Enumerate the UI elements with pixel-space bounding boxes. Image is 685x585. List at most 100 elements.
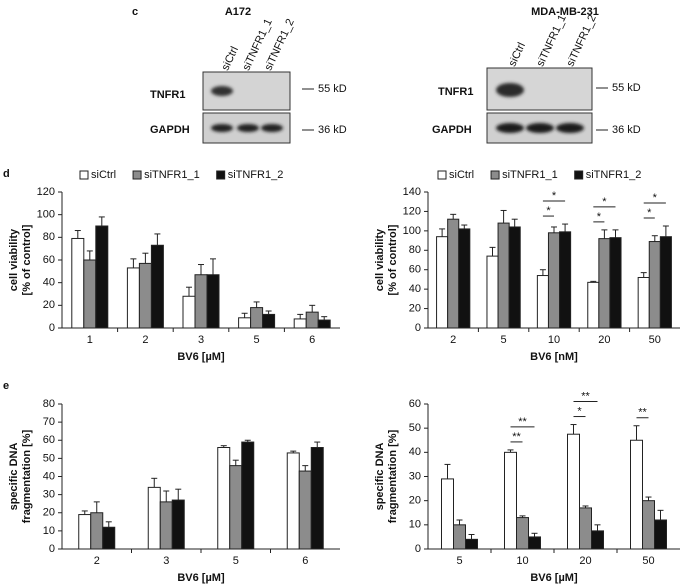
- panel-letter: d: [3, 168, 10, 180]
- size-label: 55 kD: [612, 82, 641, 94]
- row-label: TNFR1: [438, 86, 473, 98]
- significance-label: *: [647, 207, 652, 219]
- bar: [516, 517, 529, 550]
- y-tick-label: 140: [403, 186, 421, 198]
- legend-label: siCtrl: [449, 169, 474, 181]
- bar: [486, 255, 499, 329]
- x-tick-label: 5: [501, 334, 507, 346]
- bar: [182, 295, 196, 329]
- bar: [447, 218, 460, 329]
- bar: [171, 499, 185, 550]
- x-tick-label: 20: [598, 334, 610, 346]
- y-tick-label: 80: [43, 398, 55, 410]
- y-tick-label: 0: [415, 322, 421, 334]
- band: [237, 124, 259, 132]
- significance-label: **: [581, 390, 590, 402]
- bar: [609, 237, 622, 329]
- band: [211, 124, 233, 132]
- x-tick-label: 1: [87, 334, 93, 346]
- x-tick-label: 5: [233, 555, 239, 567]
- row-label: TNFR1: [150, 89, 185, 101]
- lane-label: siCtrl: [219, 45, 240, 73]
- band: [211, 86, 233, 96]
- y-axis-label: fragmentation [%]: [21, 429, 33, 523]
- x-tick-label: 50: [649, 334, 661, 346]
- y-tick-label: 60: [409, 264, 421, 276]
- bar: [508, 226, 521, 329]
- significance-label: **: [512, 431, 521, 443]
- y-tick-label: 0: [415, 543, 421, 555]
- y-axis-label: cell viability: [374, 228, 386, 291]
- band: [261, 124, 283, 132]
- y-tick-label: 60: [409, 398, 421, 410]
- legend-label: siTNFR1_1: [144, 169, 200, 181]
- lane-label: siTNFR1_1: [534, 13, 568, 68]
- y-tick-label: 100: [403, 225, 421, 237]
- bar: [458, 228, 471, 329]
- y-tick-label: 20: [43, 507, 55, 519]
- bar: [547, 232, 561, 329]
- bar: [559, 231, 572, 329]
- bar: [465, 538, 478, 550]
- blot-title: A172: [225, 6, 251, 18]
- bar: [194, 274, 208, 329]
- y-tick-label: 10: [43, 525, 55, 537]
- bar: [436, 236, 449, 329]
- lane-label: siCtrl: [506, 41, 527, 69]
- y-tick-label: 70: [43, 416, 55, 428]
- x-tick-label: 6: [302, 555, 308, 567]
- bar: [95, 225, 109, 329]
- bar: [536, 275, 549, 329]
- significance-label: **: [518, 416, 527, 428]
- y-tick-label: 80: [409, 244, 421, 256]
- significance-label: *: [597, 211, 602, 223]
- legend-swatch: [437, 170, 447, 180]
- bar: [138, 262, 152, 329]
- legend-label: siTNFR1_2: [228, 169, 284, 181]
- y-axis-label: cell viability: [8, 228, 20, 291]
- band: [526, 123, 554, 133]
- y-tick-label: 60: [43, 254, 55, 266]
- significance-label: *: [546, 205, 551, 217]
- bar: [286, 452, 300, 550]
- bar: [83, 259, 97, 329]
- x-tick-label: 2: [94, 555, 100, 567]
- legend-label: siCtrl: [91, 169, 116, 181]
- x-axis-label: BV6 [nM]: [530, 351, 578, 363]
- y-tick-label: 120: [403, 205, 421, 217]
- bar: [102, 526, 116, 550]
- y-tick-label: 0: [49, 322, 55, 334]
- blot-title: MDA-MB-231: [531, 6, 599, 18]
- bar: [159, 501, 173, 550]
- bar: [206, 274, 220, 329]
- y-axis-label: [% of control]: [21, 224, 33, 295]
- legend-swatch: [79, 170, 89, 180]
- row-label: GAPDH: [432, 124, 472, 136]
- bar: [648, 241, 661, 329]
- legend-swatch: [490, 170, 500, 180]
- legend-label: siTNFR1_1: [502, 169, 558, 181]
- y-tick-label: 30: [43, 489, 55, 501]
- y-tick-label: 40: [409, 283, 421, 295]
- y-tick-label: 100: [37, 209, 55, 221]
- bar: [262, 313, 276, 329]
- significance-label: **: [638, 407, 647, 419]
- y-tick-label: 0: [49, 543, 55, 555]
- bar: [317, 319, 331, 329]
- y-tick-label: 50: [409, 422, 421, 434]
- bar: [630, 439, 643, 550]
- bar: [293, 318, 307, 329]
- significance-label: *: [577, 405, 582, 417]
- legend-swatch: [574, 170, 584, 180]
- size-label: 36 kD: [318, 124, 347, 136]
- bar: [453, 524, 466, 550]
- bar: [238, 317, 252, 329]
- bar: [497, 222, 510, 329]
- bar: [71, 237, 85, 329]
- bar: [591, 530, 604, 550]
- x-tick-label: 20: [579, 555, 591, 567]
- bar: [250, 307, 264, 329]
- bar: [217, 447, 231, 550]
- y-tick-label: 80: [43, 231, 55, 243]
